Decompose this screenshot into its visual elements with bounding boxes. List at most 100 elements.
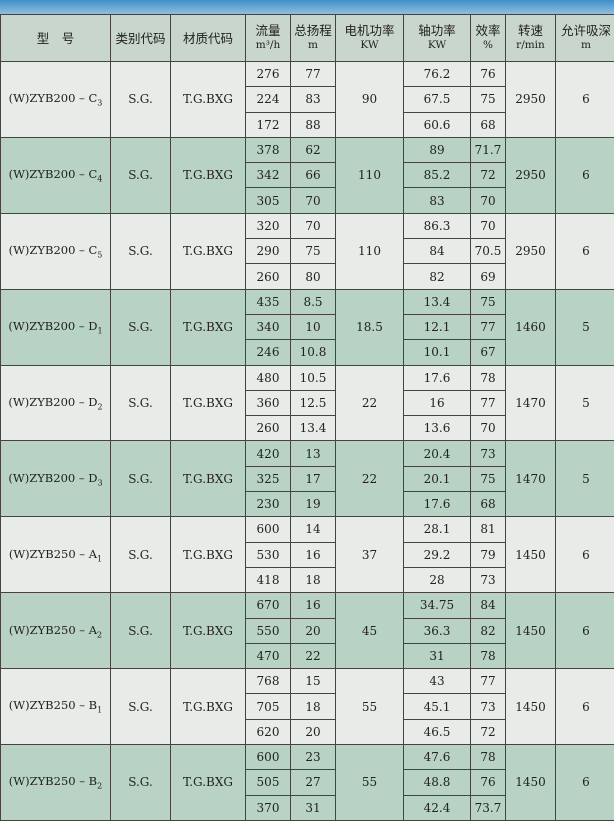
efficiency-cell: 70 (471, 188, 506, 213)
head-cell: 18 (291, 694, 336, 719)
efficiency-cell: 77 (471, 314, 506, 339)
flow-cell: 172 (246, 112, 291, 137)
head-cell: 77 (291, 62, 336, 87)
header-material: 材质代码 (171, 15, 246, 62)
model-subscript: 1 (97, 706, 102, 715)
flow-cell: 470 (246, 643, 291, 668)
header-label: 转速 (506, 23, 555, 38)
efficiency-cell: 77 (471, 669, 506, 694)
suction-depth-cell: 6 (556, 593, 614, 669)
material-code-cell: T.G.BXG (171, 517, 246, 593)
motor-power-cell: 90 (336, 62, 404, 138)
head-cell: 31 (291, 795, 336, 820)
flow-cell: 246 (246, 340, 291, 365)
category-code-cell: S.G. (111, 289, 171, 365)
model-name: (W)ZYB250 – B (9, 774, 97, 788)
shaft-power-cell: 83 (404, 188, 471, 213)
speed-cell: 1470 (506, 441, 556, 517)
shaft-power-cell: 20.1 (404, 466, 471, 491)
model-cell: (W)ZYB200 – D1 (1, 289, 111, 365)
efficiency-cell: 70 (471, 213, 506, 238)
model-subscript: 2 (97, 782, 102, 791)
model-name: (W)ZYB200 – C (9, 91, 98, 105)
efficiency-cell: 70.5 (471, 239, 506, 264)
shaft-power-cell: 46.5 (404, 719, 471, 744)
head-cell: 75 (291, 239, 336, 264)
head-cell: 88 (291, 112, 336, 137)
flow-cell: 620 (246, 719, 291, 744)
material-code-cell: T.G.BXG (171, 441, 246, 517)
header-label: 型 号 (1, 31, 110, 46)
speed-cell: 1450 (506, 517, 556, 593)
flow-cell: 600 (246, 745, 291, 770)
shaft-power-cell: 86.3 (404, 213, 471, 238)
flow-cell: 305 (246, 188, 291, 213)
header-label: 轴功率 (404, 23, 470, 38)
model-cell: (W)ZYB200 – C5 (1, 213, 111, 289)
flow-cell: 360 (246, 390, 291, 415)
head-cell: 10 (291, 314, 336, 339)
flow-cell: 290 (246, 239, 291, 264)
header-label: 类别代码 (111, 31, 170, 46)
head-cell: 13 (291, 441, 336, 466)
speed-cell: 1460 (506, 289, 556, 365)
shaft-power-cell: 48.8 (404, 770, 471, 795)
shaft-power-cell: 17.6 (404, 365, 471, 390)
model-name: (W)ZYB250 – B (9, 698, 97, 712)
head-cell: 23 (291, 745, 336, 770)
flow-cell: 340 (246, 314, 291, 339)
flow-cell: 320 (246, 213, 291, 238)
head-cell: 19 (291, 492, 336, 517)
flow-cell: 260 (246, 264, 291, 289)
efficiency-cell: 78 (471, 643, 506, 668)
shaft-power-cell: 43 (404, 669, 471, 694)
category-code-cell: S.G. (111, 62, 171, 138)
model-cell: (W)ZYB250 – B1 (1, 669, 111, 745)
category-code-cell: S.G. (111, 441, 171, 517)
head-cell: 8.5 (291, 289, 336, 314)
header-label: 总扬程 (291, 23, 335, 38)
model-name: (W)ZYB200 – C (9, 167, 98, 181)
shaft-power-cell: 13.6 (404, 416, 471, 441)
shaft-power-cell: 42.4 (404, 795, 471, 820)
flow-cell: 370 (246, 795, 291, 820)
head-cell: 27 (291, 770, 336, 795)
flow-cell: 530 (246, 542, 291, 567)
shaft-power-cell: 67.5 (404, 87, 471, 112)
model-subscript: 5 (97, 250, 102, 259)
shaft-power-cell: 20.4 (404, 441, 471, 466)
material-code-cell: T.G.BXG (171, 62, 246, 138)
efficiency-cell: 77 (471, 390, 506, 415)
shaft-power-cell: 16 (404, 390, 471, 415)
speed-cell: 1450 (506, 745, 556, 821)
shaft-power-cell: 45.1 (404, 694, 471, 719)
flow-cell: 705 (246, 694, 291, 719)
head-cell: 83 (291, 87, 336, 112)
efficiency-cell: 76 (471, 62, 506, 87)
flow-cell: 600 (246, 517, 291, 542)
model-cell: (W)ZYB250 – B2 (1, 745, 111, 821)
model-cell: (W)ZYB200 – D3 (1, 441, 111, 517)
efficiency-cell: 75 (471, 289, 506, 314)
efficiency-cell: 75 (471, 87, 506, 112)
efficiency-cell: 73 (471, 441, 506, 466)
motor-power-cell: 45 (336, 593, 404, 669)
shaft-power-cell: 85.2 (404, 163, 471, 188)
speed-cell: 1450 (506, 593, 556, 669)
efficiency-cell: 71.7 (471, 137, 506, 162)
shaft-power-cell: 29.2 (404, 542, 471, 567)
model-subscript: 2 (97, 402, 102, 411)
suction-depth-cell: 6 (556, 517, 614, 593)
motor-power-cell: 22 (336, 365, 404, 441)
efficiency-cell: 68 (471, 492, 506, 517)
suction-depth-cell: 6 (556, 669, 614, 745)
motor-power-cell: 22 (336, 441, 404, 517)
